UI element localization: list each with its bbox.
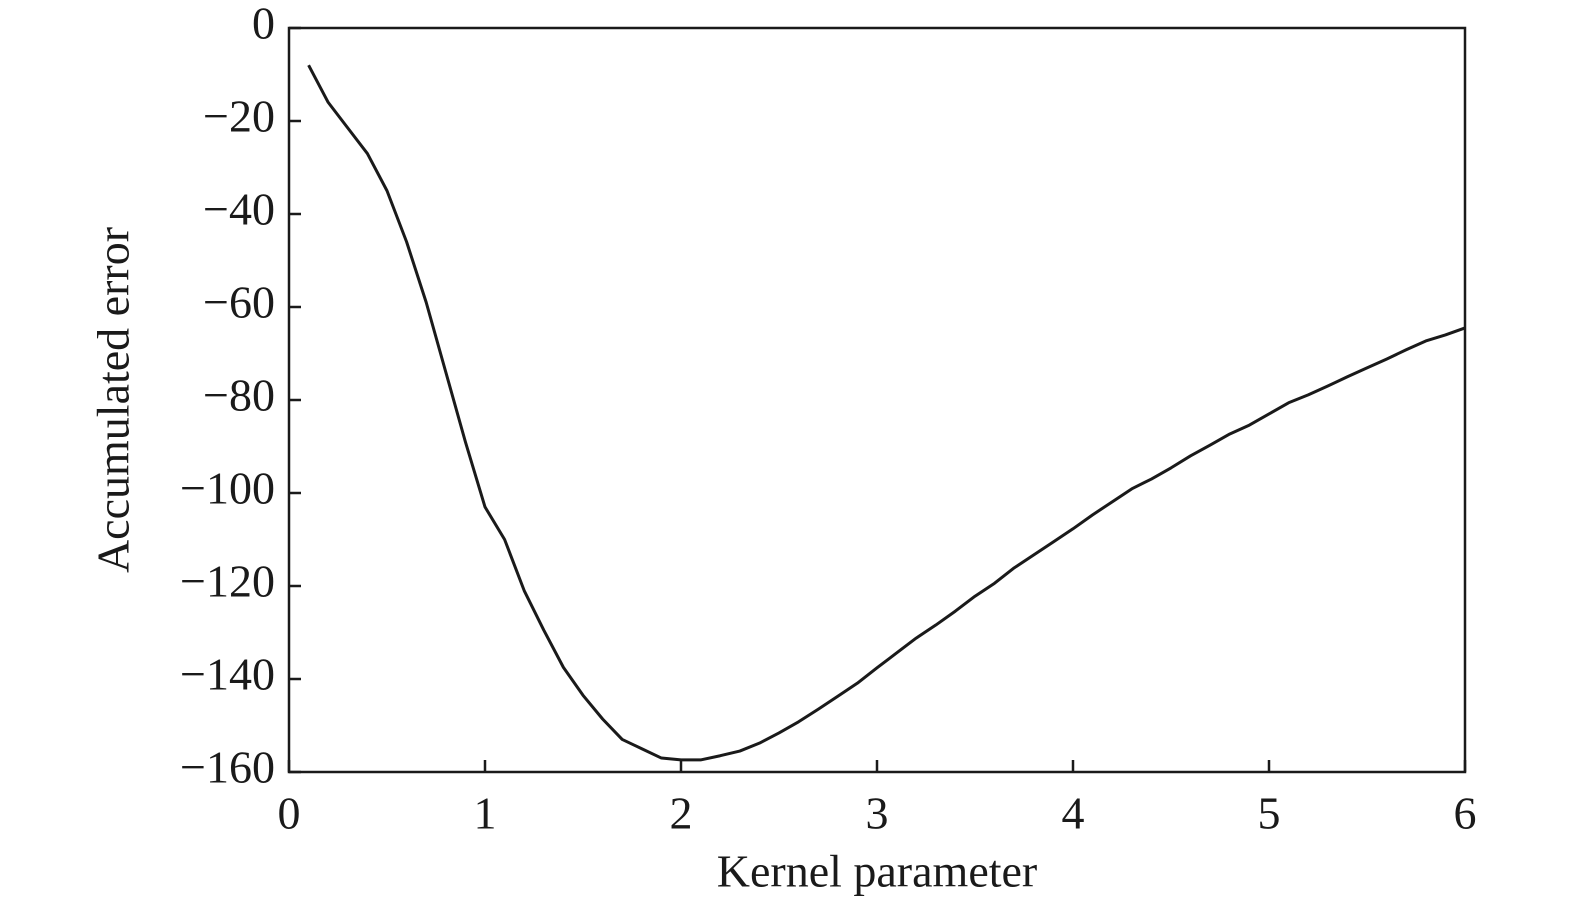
y-tick-label: −60 xyxy=(203,277,275,328)
x-axis-label: Kernel parameter xyxy=(717,846,1038,897)
y-tick-label: −140 xyxy=(180,649,275,700)
data-line xyxy=(307,64,1466,762)
x-tick-label: 2 xyxy=(670,788,693,839)
y-tick-label: −100 xyxy=(180,463,275,514)
y-axis-label: Accumulated error xyxy=(88,227,139,573)
y-tick-label: −160 xyxy=(180,742,275,793)
y-tick-label: −80 xyxy=(203,370,275,421)
x-tick-label: 6 xyxy=(1454,788,1477,839)
y-tick-label: −20 xyxy=(203,91,275,142)
y-tick-label: −40 xyxy=(203,184,275,235)
plot-frame xyxy=(287,26,1467,774)
x-tick-label: 5 xyxy=(1258,788,1281,839)
x-tick-label: 1 xyxy=(474,788,497,839)
x-tick-label: 4 xyxy=(1062,788,1085,839)
x-tick-label: 0 xyxy=(278,788,301,839)
x-tick-label: 3 xyxy=(866,788,889,839)
y-tick-label: 0 xyxy=(252,0,275,49)
y-tick-label: −120 xyxy=(180,556,275,607)
